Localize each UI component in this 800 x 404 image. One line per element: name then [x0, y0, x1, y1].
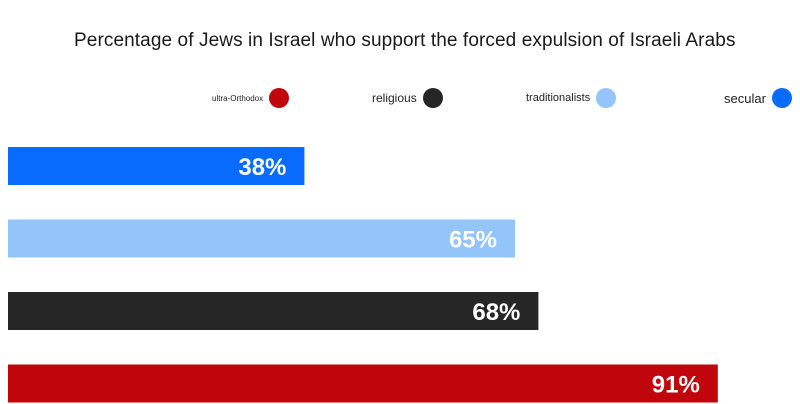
legend-label: ultra-Orthodox — [212, 93, 264, 103]
legend-label: religious — [372, 91, 417, 105]
legend-label: secular — [724, 90, 766, 106]
bar-religious — [8, 292, 539, 330]
legend-swatch-traditionalists — [596, 88, 617, 108]
bar-traditionalists — [8, 219, 515, 258]
legend-item-secular: secular — [724, 88, 792, 108]
bar-secular — [8, 147, 305, 185]
legend-item-ultra-orthodox: ultra-Orthodox — [212, 88, 290, 108]
chart-title: Percentage of Jews in Israel who support… — [74, 30, 736, 51]
data-label-secular: 38% — [238, 154, 286, 181]
legend-label: traditionalists — [526, 92, 591, 104]
data-label-religious: 68% — [472, 299, 520, 326]
legend-swatch-ultra-orthodox — [269, 88, 290, 108]
data-label-ultra-orthodox: 91% — [652, 372, 700, 399]
legend-item-traditionalists: traditionalists — [526, 88, 617, 108]
bar-ultra-orthodox — [8, 364, 718, 403]
legend-swatch-religious — [422, 88, 443, 108]
legend-item-religious: religious — [372, 88, 443, 108]
legend-swatch-secular — [771, 88, 792, 108]
data-label-traditionalists: 65% — [449, 227, 497, 254]
